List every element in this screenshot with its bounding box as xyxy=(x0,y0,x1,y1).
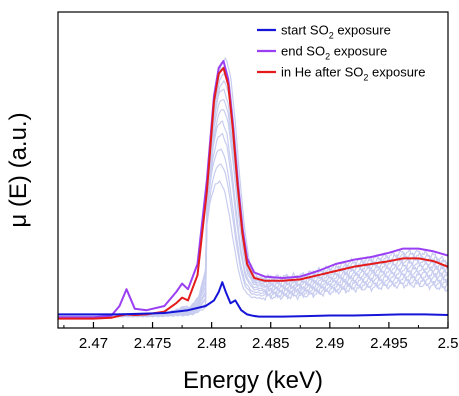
x-axis-ticks: 2.47 2.475 2.48 2.485 2.49 2.495 2.5 xyxy=(63,322,459,352)
background-series-line xyxy=(57,99,449,318)
x-tick-label: 2.47 xyxy=(79,335,108,352)
legend-label: in He after SO2 exposure xyxy=(281,65,425,83)
background-series-line xyxy=(57,179,449,318)
x-tick-label: 2.48 xyxy=(197,335,226,352)
background-series-group xyxy=(57,56,449,318)
legend: start SO2 exposure end SO2 exposure in He … xyxy=(257,23,425,83)
x-tick-label: 2.475 xyxy=(134,335,172,352)
x-tick-label: 2.49 xyxy=(315,335,344,352)
x-axis-label: Energy (keV) xyxy=(183,367,323,394)
background-series-line xyxy=(57,163,449,318)
main-series-group xyxy=(58,60,449,320)
series-line-0 xyxy=(58,281,449,318)
background-series-line xyxy=(57,132,449,318)
x-tick-label: 2.5 xyxy=(438,335,459,352)
background-series-line xyxy=(57,148,449,318)
x-tick-label: 2.485 xyxy=(252,335,290,352)
legend-label: start SO2 exposure xyxy=(281,23,391,41)
x-tick-label: 2.495 xyxy=(370,335,408,352)
y-axis-label: μ (E) (a.u.) xyxy=(5,112,32,227)
legend-label: end SO2 exposure xyxy=(281,44,387,62)
plot-frame xyxy=(57,11,449,329)
